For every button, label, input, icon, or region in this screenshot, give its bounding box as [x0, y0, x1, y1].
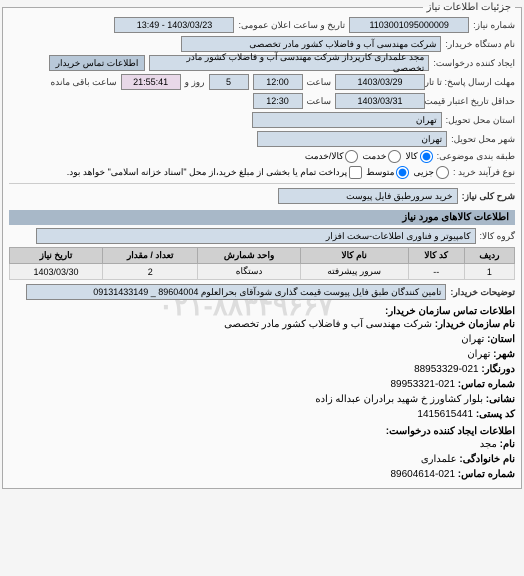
- device-field: شرکت مهندسی آب و فاضلاب کشور مادر تخصصی: [181, 36, 441, 52]
- buyer-info-block: نام سازمان خریدار: شرکت مهندسی آب و فاضل…: [9, 317, 515, 422]
- radio-small-input[interactable]: [436, 166, 449, 179]
- addr-value: بلوار کشاورز خ شهید برادران عبداله زاده: [315, 394, 483, 405]
- addr-label: نشانی:: [486, 394, 515, 405]
- public-time-field: 1403/03/23 - 13:49: [114, 17, 234, 33]
- th-qty: تعداد / مقدار: [102, 248, 197, 264]
- radio-goods-service[interactable]: کالا/خدمت: [305, 150, 359, 163]
- divider: [9, 183, 515, 184]
- radio-service-label: خدمت: [362, 151, 386, 162]
- creator-name-label: نام:: [500, 439, 515, 450]
- resp-time-field: 12:00: [253, 74, 303, 90]
- contact-section-title: اطلاعات تماس سازمان خریدار:: [9, 306, 515, 317]
- th-code: کد کالا: [408, 248, 464, 264]
- radio-small-label: جزیی: [413, 167, 434, 178]
- details-fieldset: جزئیات اطلاعات نیاز ۰۲۱-۸۸۳۴۹۶۶۷ شماره ن…: [2, 2, 522, 489]
- td-date: 1403/03/30: [10, 264, 103, 280]
- credit-date-field: 1403/03/31: [335, 93, 425, 109]
- creator-family-label: نام خانوادگی:: [459, 454, 515, 465]
- fax-label: دورنگار:: [481, 364, 515, 375]
- day-label: روز و: [185, 77, 205, 88]
- tel-label: شماره تماس:: [458, 379, 515, 390]
- remain-field: 21:55:41: [121, 74, 181, 90]
- niaz-no-field: 1103001095000009: [349, 17, 469, 33]
- desc-title-field: خرید سرورطبق فایل پیوست: [278, 188, 458, 204]
- table-row: 1 -- سرور پیشرفته دستگاه 2 1403/03/30: [10, 264, 515, 280]
- radio-goods[interactable]: کالا: [405, 150, 432, 163]
- group-label: گروه کالا:: [480, 231, 515, 242]
- province-label: استان محل تحویل:: [446, 115, 515, 126]
- post-value: 1415615441: [417, 409, 473, 420]
- city-field: تهران: [257, 131, 447, 147]
- contact-info-button[interactable]: اطلاعات تماس خریدار: [49, 55, 146, 71]
- buyer-city-value: تهران: [467, 349, 490, 360]
- tel-value: 021-89953321: [390, 379, 455, 390]
- days-field: 5: [209, 74, 249, 90]
- radio-medium-input[interactable]: [396, 166, 409, 179]
- radio-medium-label: متوسط: [366, 167, 394, 178]
- credit-time-field: 12:30: [253, 93, 303, 109]
- creator-name-value: مجد: [480, 439, 497, 450]
- checkbox-treasury-input[interactable]: [349, 166, 362, 179]
- org-value: شرکت مهندسی آب و فاضلاب کشور مادر تخصصی: [224, 319, 432, 330]
- group-field: کامپیوتر و فناوری اطلاعات-سخت افزار: [36, 228, 476, 244]
- resp-date-field: 1403/03/29: [335, 74, 425, 90]
- goods-table: ردیف کد کالا نام کالا واحد شمارش تعداد /…: [9, 247, 515, 280]
- fieldset-legend: جزئیات اطلاعات نیاز: [423, 2, 515, 13]
- creator-info-block: نام: مجد نام خانوادگی: علمداری شماره تما…: [9, 437, 515, 482]
- td-qty: 2: [102, 264, 197, 280]
- radio-goods-input[interactable]: [420, 150, 433, 163]
- classify-label: طبقه بندی موضوعی:: [437, 151, 515, 162]
- th-unit: واحد شمارش: [198, 248, 300, 264]
- radio-goods-service-label: کالا/خدمت: [305, 151, 344, 162]
- buyer-city-label: شهر:: [493, 349, 515, 360]
- org-label: نام سازمان خریدار:: [435, 319, 515, 330]
- radio-service[interactable]: خدمت: [362, 150, 401, 163]
- th-date: تاریخ نیاز: [10, 248, 103, 264]
- requester-label: ایجاد کننده درخواست:: [433, 58, 515, 69]
- post-label: کد پستی:: [476, 409, 515, 420]
- creator-family-value: علمداری: [421, 454, 457, 465]
- device-label: نام دستگاه خریدار:: [445, 39, 515, 50]
- province-field: تهران: [252, 112, 442, 128]
- buyer-note-field: تامین کنندگان طبق فایل پیوست قیمت گذاری …: [26, 284, 446, 300]
- radio-medium[interactable]: متوسط: [366, 166, 409, 179]
- buyer-note-label: توضیحات خریدار:: [450, 287, 515, 298]
- td-row: 1: [464, 264, 514, 280]
- credit-label: حداقل تاریخ اعتبار قیمت: تا تاریخ:: [429, 96, 515, 107]
- buy-type-label: نوع فرآیند خرید :: [453, 167, 515, 178]
- goods-section-title: اطلاعات کالاهای مورد نیاز: [9, 210, 515, 225]
- radio-goods-label: کالا: [405, 151, 417, 162]
- time-label-1: ساعت: [307, 77, 332, 88]
- desc-title-label: شرح کلی نیاز:: [462, 191, 515, 202]
- radio-service-input[interactable]: [388, 150, 401, 163]
- creator-tel-label: شماره تماس:: [458, 469, 515, 480]
- radio-small[interactable]: جزیی: [413, 166, 449, 179]
- th-name: نام کالا: [300, 248, 408, 264]
- checkbox-treasury-label: پرداخت تمام یا بخشی از مبلغ خرید،از محل …: [67, 167, 347, 178]
- requester-field: مجد علمداری کارپرداز شرکت مهندسی آب و فا…: [149, 55, 429, 71]
- fax-value: 021-88953329: [414, 364, 479, 375]
- td-code: --: [408, 264, 464, 280]
- td-name: سرور پیشرفته: [300, 264, 408, 280]
- checkbox-treasury[interactable]: پرداخت تمام یا بخشی از مبلغ خرید،از محل …: [67, 166, 362, 179]
- time-label-2: ساعت: [307, 96, 332, 107]
- niaz-no-label: شماره نیاز:: [473, 20, 515, 31]
- remain-label: ساعت باقی مانده: [51, 77, 117, 88]
- public-time-label: تاریخ و ساعت اعلان عمومی:: [238, 20, 345, 31]
- creator-tel-value: 021-89604614: [390, 469, 455, 480]
- creator-section-title: اطلاعات ایجاد کننده درخواست:: [9, 426, 515, 437]
- city-label: شهر محل تحویل:: [451, 134, 515, 145]
- td-unit: دستگاه: [198, 264, 300, 280]
- radio-goods-service-input[interactable]: [345, 150, 358, 163]
- buyer-province-value: تهران: [461, 334, 484, 345]
- buyer-province-label: استان:: [487, 334, 515, 345]
- th-row: ردیف: [464, 248, 514, 264]
- resp-deadline-label: مهلت ارسال پاسخ: تا تاریخ:: [429, 77, 515, 88]
